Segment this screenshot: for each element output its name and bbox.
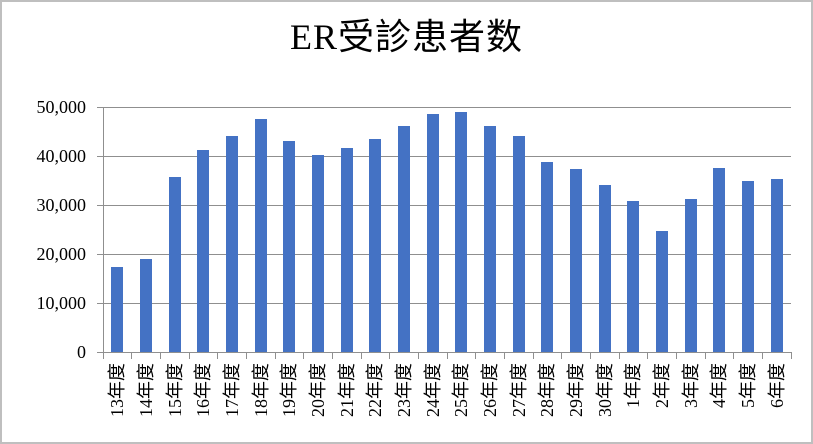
bar [541,162,554,352]
bar [283,141,296,352]
y-tick-mark [97,351,103,353]
y-tick-label: 0 [77,342,86,362]
x-tick-mark [704,352,706,359]
x-tick-label: 6年度 [766,363,787,408]
y-axis-line [102,107,104,352]
y-tick-mark [97,106,103,108]
x-tick-label: 5年度 [738,363,758,408]
x-tick-label: 18年度 [250,363,271,417]
y-tick-label: 50,000 [36,97,87,117]
x-tick-label: 3年度 [680,363,701,408]
gridline [103,155,791,157]
x-tick-label: 16年度 [193,363,214,417]
x-tick-mark [475,352,477,359]
bar [656,231,668,352]
x-tick-label: 29年度 [566,363,586,417]
bar [684,199,697,352]
x-tick-mark [188,352,190,359]
y-tick-mark [97,204,103,206]
x-tick-label: 24年度 [422,363,443,417]
x-tick-mark [274,352,276,359]
chart-title: ER受診患者数 [289,17,523,57]
x-tick-mark [618,352,620,359]
x-tick-label: 19年度 [279,363,300,417]
bar [570,169,582,352]
x-tick-mark [131,352,133,359]
x-tick-mark [503,352,505,359]
x-tick-label: 25年度 [451,363,472,417]
bar [426,114,439,352]
x-tick-mark [647,352,649,359]
x-tick-label: 28年度 [537,363,558,417]
x-tick-mark [331,352,333,359]
y-tick-mark [97,302,103,304]
bar [111,267,124,352]
x-tick-label: 27年度 [508,363,529,417]
x-tick-mark [675,352,677,359]
bar [455,112,468,352]
x-tick-mark [561,352,563,359]
y-tick-mark [97,155,103,157]
bar [742,181,754,352]
x-tick-mark [303,352,305,359]
x-tick-mark [389,352,391,359]
x-tick-label: 1年度 [623,363,644,408]
bar [197,150,210,352]
x-tick-mark [761,352,763,359]
bar [369,139,382,352]
x-tick-label: 23年度 [394,363,414,417]
gridline [103,204,791,206]
gridline [103,302,791,304]
x-tick-label: 21年度 [336,363,357,417]
x-tick-mark [245,352,247,359]
bar [713,168,726,352]
y-tick-label: 40,000 [36,146,87,166]
x-tick-mark [532,352,534,359]
bar [398,126,410,352]
bar [312,155,324,352]
x-tick-mark [790,352,792,359]
x-tick-mark [217,352,219,359]
gridline [103,106,791,108]
x-tick-label: 22年度 [365,363,386,417]
x-tick-label: 15年度 [164,363,185,417]
x-tick-mark [446,352,448,359]
bar [484,126,496,352]
bar [168,177,181,352]
gridline [103,253,791,255]
x-tick-label: 26年度 [480,363,500,417]
x-tick-label: 4年度 [709,363,730,408]
x-tick-mark [589,352,591,359]
x-tick-label: 20年度 [308,363,328,417]
y-tick-mark [97,253,103,255]
y-tick-label: 10,000 [36,293,87,313]
x-tick-mark [102,352,104,359]
bar [226,136,238,352]
y-tick-label: 20,000 [36,244,87,264]
x-tick-mark [159,352,161,359]
bar [140,259,152,352]
bar [340,148,353,352]
x-tick-label: 17年度 [222,363,242,417]
bar [770,179,783,352]
x-tick-label: 30年度 [594,363,615,417]
bar [598,185,611,352]
x-tick-label: 13年度 [107,363,128,417]
x-tick-mark [360,352,362,359]
x-tick-mark [417,352,419,359]
bar [254,119,267,352]
x-tick-label: 14年度 [136,363,156,417]
x-tick-mark [733,352,735,359]
y-tick-label: 30,000 [36,195,87,215]
bar [512,136,525,352]
bar [627,201,640,352]
plot-area: 0 10,000 20,000 30,000 40,000 50,000 13年度 14年度 1… [37,97,792,417]
x-tick-label: 2年度 [652,363,672,408]
